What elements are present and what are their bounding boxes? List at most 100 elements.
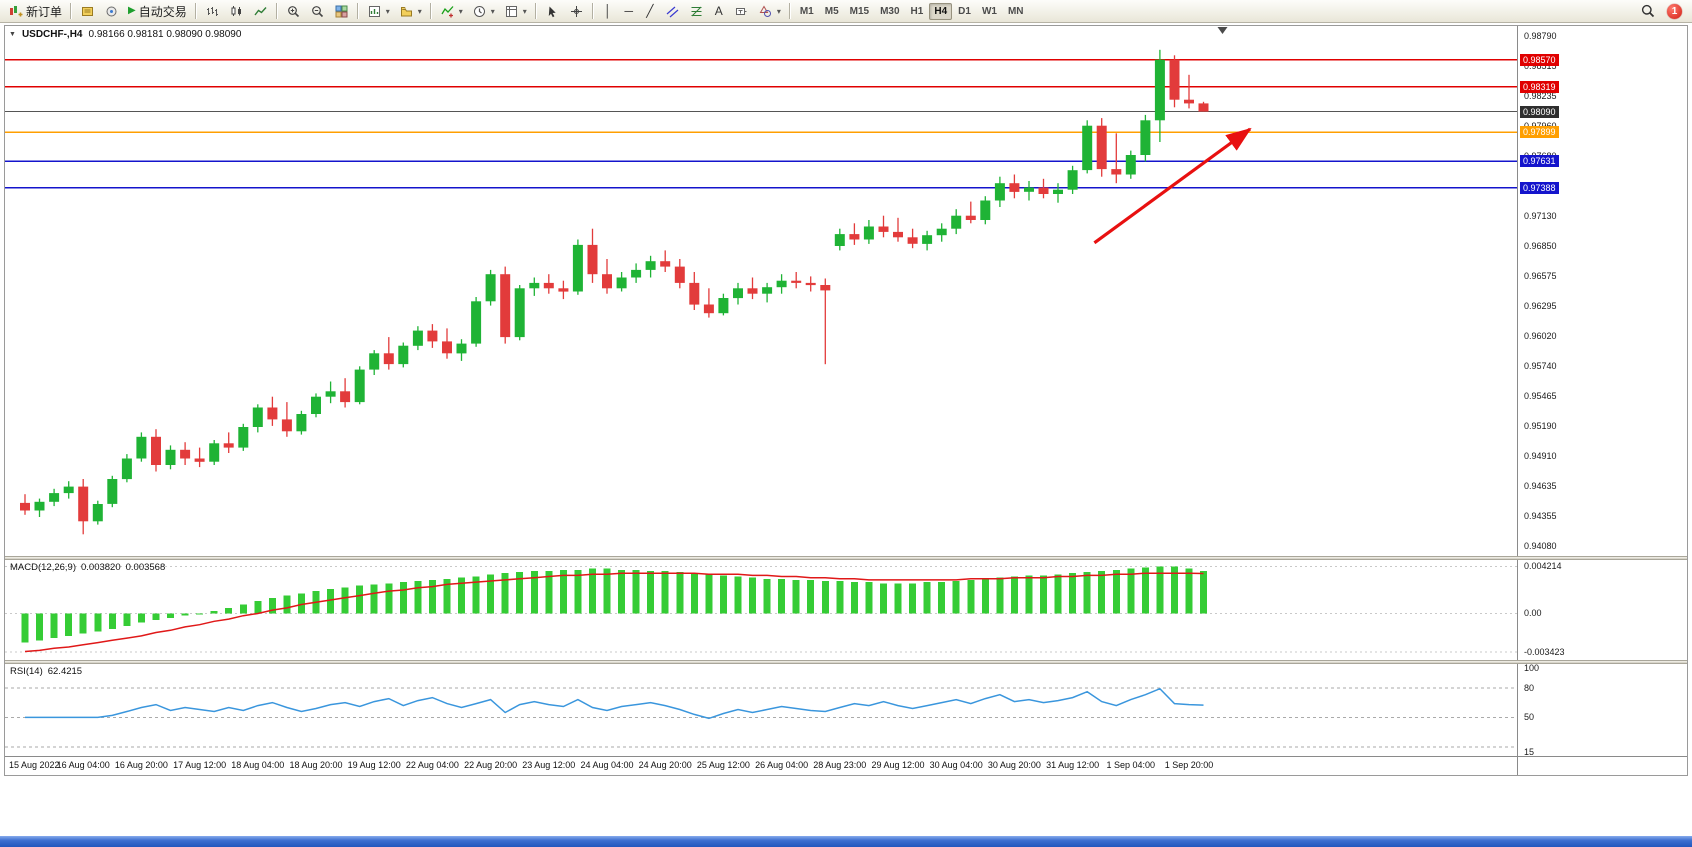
time-tick: 24 Aug 04:00: [580, 760, 634, 770]
price-tag: 0.98319: [1520, 80, 1559, 93]
dropdown-chevron-icon: ▾: [776, 6, 781, 16]
zoom-out-button[interactable]: [306, 2, 329, 21]
line-chart-type-button[interactable]: [249, 2, 272, 21]
axis-tick: 15: [1524, 747, 1535, 758]
axis-tick: 0.00: [1524, 608, 1542, 619]
vertical-line-tool-button[interactable]: │: [598, 2, 618, 21]
timeframe-m5-button[interactable]: M5: [820, 3, 844, 20]
market-watch-button[interactable]: [100, 2, 123, 21]
search-button[interactable]: [1636, 2, 1659, 21]
indicators-icon: [440, 4, 455, 19]
price-tag: 0.97631: [1520, 155, 1559, 168]
rsi-name-label: RSI(14): [10, 666, 43, 677]
market-watch-icon: [104, 4, 119, 19]
new-chart-button[interactable]: ▾: [363, 2, 394, 21]
price-tag: 0.97899: [1520, 126, 1559, 139]
ohlc-values: 0.98166 0.98181 0.98090 0.98090: [88, 29, 242, 40]
dropdown-chevron-icon: ▾: [385, 6, 390, 16]
time-tick: 16 Aug 20:00: [114, 760, 168, 770]
timeframe-m1-button[interactable]: M1: [795, 3, 819, 20]
timeframe-m30-button[interactable]: M30: [875, 3, 904, 20]
time-tick: 25 Aug 12:00: [696, 760, 750, 770]
profiles-button[interactable]: ▾: [395, 2, 426, 21]
timeframe-h1-button[interactable]: H1: [906, 3, 929, 20]
trend-arrow-annotation[interactable]: [1093, 127, 1252, 245]
autotrading-label: 自动交易: [138, 4, 187, 19]
axis-tick: 0.96850: [1524, 241, 1557, 252]
timeframe-d1-button[interactable]: D1: [953, 3, 976, 20]
time-tick: 26 Aug 04:00: [755, 760, 809, 770]
time-tick: 30 Aug 04:00: [929, 760, 983, 770]
main-toolbar: 新订单 ▶ 自动交易: [0, 0, 1692, 23]
toolbar-separator: [534, 3, 537, 19]
indicators-button[interactable]: ▾: [436, 2, 467, 21]
shapes-tool-button[interactable]: ▾: [754, 2, 785, 21]
metaeditor-button[interactable]: [76, 2, 99, 21]
toolbar-separator: [429, 3, 432, 19]
templates-button[interactable]: ▾: [500, 2, 531, 21]
cursor-button[interactable]: [541, 2, 564, 21]
autotrading-play-icon: ▶: [128, 5, 136, 16]
crosshair-button[interactable]: [565, 2, 588, 21]
rsi-plot[interactable]: RSI(14) 62.4215: [5, 664, 1517, 756]
dropdown-chevron-icon: ▾: [458, 6, 463, 16]
vertical-line-icon: │: [604, 4, 612, 18]
time-tick: 18 Aug 04:00: [231, 760, 285, 770]
axis-tick: 0.97130: [1524, 210, 1557, 221]
channel-tool-button[interactable]: [661, 2, 684, 21]
macd-axis[interactable]: 0.004214 0.00 -0.003423: [1517, 560, 1687, 660]
metaeditor-icon: [80, 4, 95, 19]
horizontal-line-tool-button[interactable]: ─: [619, 2, 639, 21]
new-order-button[interactable]: 新订单: [4, 2, 66, 21]
crosshair-icon: [569, 4, 584, 19]
bar-chart-type-button[interactable]: [201, 2, 224, 21]
toolbar-separator: [275, 3, 278, 19]
timeframe-h4-button[interactable]: H4: [929, 2, 953, 20]
timeframe-w1-button[interactable]: W1: [977, 3, 1002, 20]
time-tick: 30 Aug 20:00: [987, 760, 1041, 770]
time-tick: 22 Aug 04:00: [405, 760, 459, 770]
periods-button[interactable]: ▾: [468, 2, 499, 21]
axis-tick: 0.98235: [1524, 90, 1557, 101]
axis-tick: 0.94355: [1524, 511, 1557, 522]
new-order-label: 新订单: [26, 4, 63, 19]
axis-tick: 0.94080: [1524, 541, 1557, 552]
timeframe-mn-button[interactable]: MN: [1003, 3, 1029, 20]
axis-tick: 0.98790: [1524, 30, 1557, 41]
search-icon: [1640, 4, 1655, 19]
axis-tick: 0.95465: [1524, 391, 1557, 402]
axis-tick: 0.96575: [1524, 270, 1557, 281]
text-tool-button[interactable]: A: [709, 2, 729, 21]
zoom-in-button[interactable]: [282, 2, 305, 21]
autotrading-button[interactable]: ▶ 自动交易: [124, 2, 191, 21]
tile-windows-button[interactable]: [330, 2, 353, 21]
rsi-axis[interactable]: 100 80 50 15: [1517, 663, 1687, 758]
axis-tick: 0.96295: [1524, 301, 1557, 312]
rsi-label-row: RSI(14) 62.4215: [10, 666, 82, 677]
chart-collapse-icon[interactable]: ▼: [9, 31, 16, 38]
text-label-tool-button[interactable]: [730, 2, 753, 21]
rsi-value: 62.4215: [47, 666, 83, 677]
trendline-tool-button[interactable]: ╱: [640, 2, 660, 21]
axis-tick: -0.003423: [1524, 646, 1565, 657]
main-chart-plot[interactable]: ▼ USDCHF-,H4 0.98166 0.98181 0.98090 0.9…: [5, 26, 1517, 556]
dropdown-chevron-icon: ▾: [522, 6, 527, 16]
toolbar-separator: [70, 3, 73, 19]
fibonacci-tool-button[interactable]: [685, 2, 708, 21]
axis-tick: 0.96020: [1524, 330, 1557, 341]
panel-divider[interactable]: [5, 556, 1687, 560]
panel-divider[interactable]: [5, 660, 1687, 664]
axis-tick: 0.94635: [1524, 481, 1557, 492]
candlestick-type-button[interactable]: [225, 2, 248, 21]
macd-plot[interactable]: MACD(12,26,9) 0.003820 0.003568: [5, 560, 1517, 660]
timeframe-m15-button[interactable]: M15: [845, 3, 874, 20]
time-axis[interactable]: 15 Aug 2022 16 Aug 04:00 16 Aug 20:00 17 Au…: [5, 756, 1687, 775]
notification-badge[interactable]: 1: [1667, 3, 1682, 19]
price-axis[interactable]: 0.987900.985150.982350.979600.976800.974…: [1517, 26, 1687, 556]
time-tick: 29 Aug 12:00: [871, 760, 925, 770]
fibonacci-icon: [689, 4, 704, 19]
time-tick: 18 Aug 20:00: [289, 760, 343, 770]
taskbar-strip: [0, 836, 1692, 847]
chart-shift-marker[interactable]: [1217, 27, 1228, 34]
